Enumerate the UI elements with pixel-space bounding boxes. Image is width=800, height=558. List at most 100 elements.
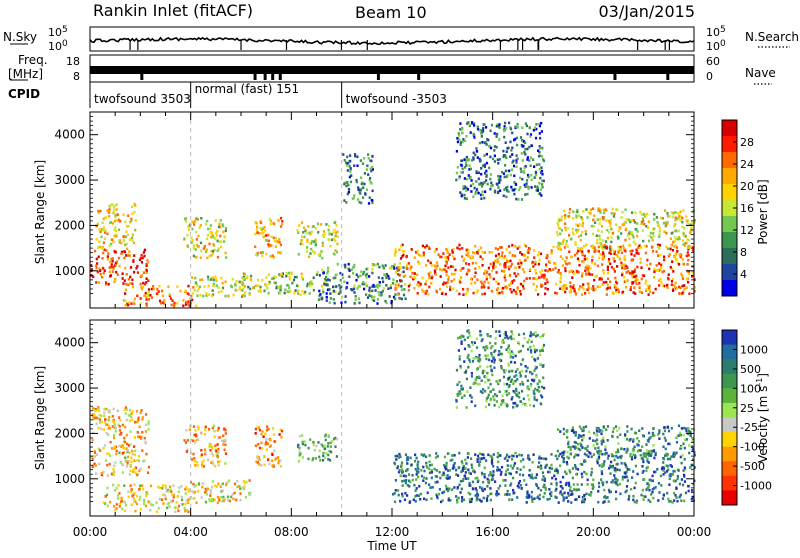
echo-cell xyxy=(525,184,527,187)
echo-cell xyxy=(122,452,124,455)
colorbar-band xyxy=(722,264,737,281)
echo-cell xyxy=(98,256,100,259)
echo-cell xyxy=(457,394,459,397)
echo-cell xyxy=(255,445,257,448)
noise-ytick-top-left: 105 xyxy=(48,25,68,39)
echo-cell xyxy=(426,465,428,468)
echo-cell xyxy=(360,160,362,163)
echo-cell xyxy=(591,483,593,486)
echo-cell xyxy=(486,143,488,146)
echo-cell xyxy=(131,450,133,453)
echo-cell xyxy=(506,383,508,386)
echo-cell xyxy=(208,243,210,246)
echo-cell xyxy=(630,453,632,456)
echo-cell xyxy=(511,132,513,135)
echo-cell xyxy=(134,510,136,513)
echo-cell xyxy=(162,295,164,298)
echo-cell xyxy=(668,278,670,281)
echo-cell xyxy=(118,484,120,487)
echo-cell xyxy=(680,446,682,449)
echo-cell xyxy=(469,386,471,389)
echo-cell xyxy=(672,249,674,252)
echo-cell xyxy=(517,158,519,161)
echo-cell xyxy=(535,289,537,292)
echo-cell xyxy=(324,448,326,451)
echo-cell xyxy=(411,464,413,467)
echo-cell xyxy=(499,485,501,488)
echo-cell xyxy=(222,489,224,492)
echo-cell xyxy=(286,272,288,275)
echo-cell xyxy=(520,350,522,353)
echo-cell xyxy=(531,144,533,147)
echo-cell xyxy=(458,466,460,469)
echo-cell xyxy=(375,264,377,267)
echo-cell xyxy=(614,270,616,273)
echo-cell xyxy=(509,260,511,263)
echo-cell xyxy=(618,251,620,254)
echo-cell xyxy=(103,501,105,504)
echo-cell xyxy=(458,349,460,352)
echo-cell xyxy=(682,443,684,446)
echo-cell xyxy=(509,353,511,356)
echo-cell xyxy=(520,460,522,463)
echo-cell xyxy=(480,167,482,170)
echo-cell xyxy=(311,283,313,286)
echo-cell xyxy=(406,462,408,465)
echo-cell xyxy=(201,486,203,489)
echo-cell xyxy=(279,241,281,244)
echo-cell xyxy=(526,158,528,161)
echo-cell xyxy=(515,355,517,358)
echo-cell xyxy=(428,483,430,486)
echo-cell xyxy=(474,282,476,285)
echo-cell xyxy=(196,238,198,241)
echo-cell xyxy=(478,172,480,175)
echo-cell xyxy=(179,290,181,293)
freq-dip xyxy=(417,66,420,80)
echo-cell xyxy=(368,294,370,297)
echo-cell xyxy=(431,264,433,267)
echo-cell xyxy=(597,501,599,504)
echo-cell xyxy=(212,427,214,430)
echo-cell xyxy=(411,248,413,251)
echo-cell xyxy=(617,246,619,249)
echo-cell xyxy=(115,271,117,274)
echo-cell xyxy=(641,291,643,294)
echo-cell xyxy=(496,490,498,493)
echo-cell xyxy=(192,292,194,295)
echo-cell xyxy=(601,440,603,443)
echo-cell xyxy=(326,279,328,282)
echo-cell xyxy=(172,484,174,487)
echo-cell xyxy=(672,289,674,292)
echo-cell xyxy=(590,245,592,248)
echo-cell xyxy=(570,501,572,504)
echo-cell xyxy=(113,471,115,474)
echo-cell xyxy=(501,254,503,257)
echo-cell xyxy=(265,276,267,279)
echo-cell xyxy=(368,275,370,278)
echo-cell xyxy=(205,292,207,295)
echo-cell xyxy=(217,429,219,432)
echo-cell xyxy=(576,252,578,255)
echo-cell xyxy=(521,390,523,393)
echo-cell xyxy=(425,456,427,459)
echo-cell xyxy=(546,281,548,284)
echo-cell xyxy=(149,294,151,297)
echo-cell xyxy=(482,264,484,267)
echo-cell xyxy=(213,283,215,286)
echo-cell xyxy=(127,234,129,237)
echo-cell xyxy=(675,230,677,233)
echo-cell xyxy=(364,172,366,175)
echo-cell xyxy=(621,252,623,255)
echo-cell xyxy=(301,222,303,225)
echo-cell xyxy=(511,168,513,171)
echo-cell xyxy=(568,482,570,485)
echo-cell xyxy=(108,427,110,430)
echo-cell xyxy=(683,233,685,236)
echo-cell xyxy=(184,507,186,510)
echo-cell xyxy=(467,252,469,255)
echo-cell xyxy=(605,446,607,449)
echo-cell xyxy=(479,358,481,361)
echo-cell xyxy=(484,476,486,479)
echo-cell xyxy=(499,390,501,393)
echo-cell xyxy=(133,459,135,462)
